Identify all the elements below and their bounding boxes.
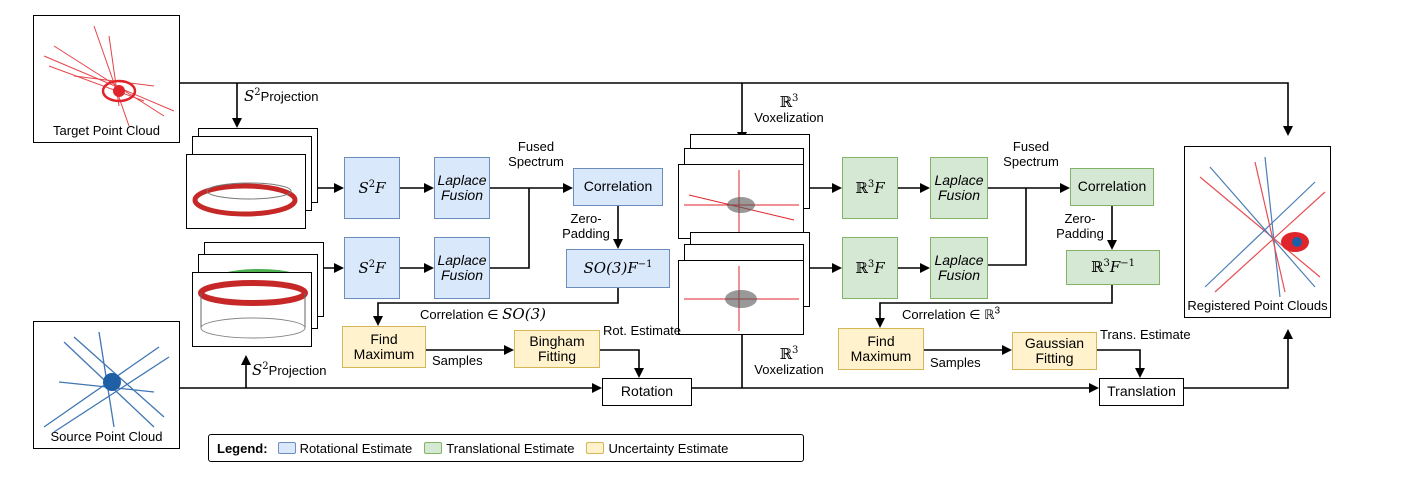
source-point-cloud-image <box>43 331 170 433</box>
translation-box: Translation <box>1099 378 1184 406</box>
legend-item-translational: Translational Estimate <box>424 441 574 456</box>
correlation-box-rot: Correlation <box>573 168 663 206</box>
trans-estimate-label: Trans. Estimate <box>1100 327 1191 342</box>
fused-spectrum-label-rot: Fused Spectrum <box>508 139 564 169</box>
s2-projection-stack-target <box>186 128 318 229</box>
legend-swatch-yellow <box>586 442 605 454</box>
voxelization-label-top: ℝ3 Voxelization <box>754 93 824 126</box>
fused-spectrum-label-trans: Fused Spectrum <box>1003 139 1059 169</box>
registered-cloud-label: Registered Point Clouds <box>1187 298 1328 313</box>
legend: Legend: Rotational Estimate Translationa… <box>208 434 804 462</box>
s2-projection-label-bottom: S2Projection <box>252 361 327 379</box>
voxelization-label-bottom: ℝ3 Voxelization <box>754 345 824 378</box>
laplace-fusion-box-trans-source: Laplace Fusion <box>930 237 988 299</box>
laplace-fusion-box-rot-source: Laplace Fusion <box>434 237 490 299</box>
laplace-fusion-box-trans-target: Laplace Fusion <box>930 157 988 219</box>
legend-swatch-blue <box>277 442 296 454</box>
s2-projection-label-top: S2Projection <box>244 87 319 105</box>
target-cloud-label: Target Point Cloud <box>53 123 160 138</box>
source-point-cloud: Source Point Cloud <box>33 321 180 449</box>
laplace-fusion-box-rot-target: Laplace Fusion <box>434 157 490 219</box>
zero-padding-label-rot: Zero- Padding <box>562 211 610 241</box>
r3-fourier-box-target: ℝ3F <box>842 157 898 219</box>
registered-point-clouds-image <box>1199 156 1326 298</box>
r3-inverse-fourier-box: ℝ3F−1 <box>1066 250 1160 285</box>
legend-title: Legend: <box>217 440 268 456</box>
correlation-so3-label: Correlation ∈ SO(3) <box>420 305 546 323</box>
voxelization-stack-source <box>678 232 810 335</box>
rot-estimate-label: Rot. Estimate <box>603 323 682 338</box>
correlation-box-trans: Correlation <box>1070 168 1154 206</box>
target-point-cloud: Target Point Cloud <box>33 15 180 143</box>
voxelization-stack-target <box>678 134 810 239</box>
samples-label-rot: Samples <box>432 353 483 368</box>
r3-fourier-box-source: ℝ3F <box>842 237 898 299</box>
rotation-box: Rotation <box>602 378 692 406</box>
gaussian-fitting-box: Gaussian Fitting <box>1012 332 1097 370</box>
target-point-cloud-image <box>43 25 175 127</box>
bingham-fitting-box: Bingham Fitting <box>514 330 600 368</box>
legend-item-rotational: Rotational Estimate <box>277 441 412 456</box>
find-maximum-box-rot: Find Maximum <box>342 326 426 368</box>
source-cloud-label: Source Point Cloud <box>50 429 163 444</box>
s2-fourier-box-source: S2F <box>344 237 400 299</box>
correlation-r3-label: Correlation ∈ ℝ3 <box>902 305 1000 322</box>
registered-point-clouds: Registered Point Clouds <box>1184 146 1331 318</box>
legend-item-uncertainty: Uncertainty Estimate <box>586 441 728 456</box>
zero-padding-label-trans: Zero- Padding <box>1056 211 1104 241</box>
s2-projection-stack-source <box>192 242 324 347</box>
find-maximum-box-trans: Find Maximum <box>838 328 924 370</box>
s2-fourier-box-target: S2F <box>344 157 400 219</box>
so3-inverse-fourier-box: SO(3)F−1 <box>566 249 670 288</box>
samples-label-trans: Samples <box>930 355 981 370</box>
legend-swatch-green <box>424 442 443 454</box>
